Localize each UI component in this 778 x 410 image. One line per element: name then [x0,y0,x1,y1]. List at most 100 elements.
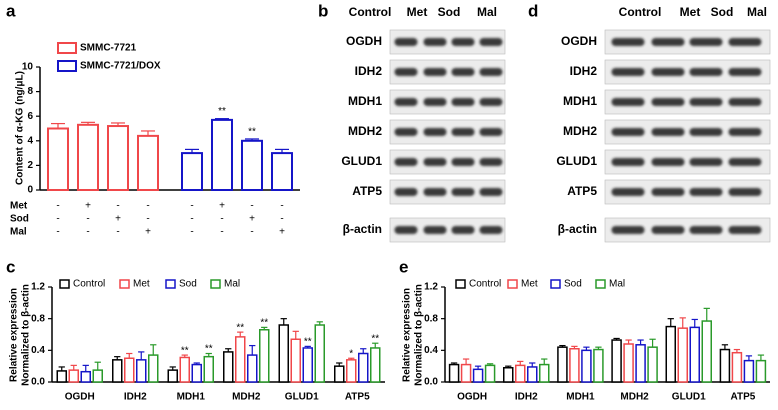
error-bar [150,344,157,356]
legend-label: Control [469,279,501,290]
blot-band [611,128,645,136]
treatment-sign: - [220,214,223,225]
x-tick-label: OGDH [65,392,95,403]
x-tick-label: OGDH [457,392,487,403]
significance: * [349,348,353,359]
x-tick-label: GLUD1 [285,392,319,403]
blot-band [689,226,723,234]
blot-band [423,128,447,136]
blot-band [689,158,723,166]
blot-band [479,68,503,76]
lane-label: Mal [477,5,497,19]
blot-band [728,128,762,136]
legend-label: Sod [179,279,197,290]
bar [181,152,203,192]
y-axis-label: Relative expression [9,288,20,382]
y-tick-label: 0.4 [31,345,45,356]
blot-band [651,226,685,234]
error-bar [237,331,244,337]
x-tick-label: MDH1 [177,392,206,403]
bar [314,324,325,383]
blot-band [651,98,685,106]
x-tick-label: IDH2 [515,392,538,403]
error-bar [138,351,145,360]
legend-swatch [595,279,606,289]
bar [677,327,688,383]
protein-label: IDH2 [570,64,598,78]
y-tick-label: 1.2 [31,282,45,293]
error-bar [304,345,311,348]
blot-band [611,226,645,234]
y-axis-label: Normalized to β-actin [414,284,425,386]
y-axis-label: Content of α-KG (ng/μL) [15,71,26,185]
error-bar [529,362,536,367]
treatment-name: Met [10,201,28,212]
treatment-sign: - [56,201,59,212]
panel-letter: e [399,257,408,276]
lane-label: Met [680,5,701,19]
bar [647,346,658,383]
error-bar [70,364,77,371]
y-tick-label: 2 [27,160,33,171]
blot-band [728,158,762,166]
treatment-sign: + [279,227,285,238]
error-bar [81,121,95,125]
error-bar [193,362,200,365]
legend-label: Sod [564,279,582,290]
bar [191,363,202,383]
x-tick-label: IDH2 [124,392,147,403]
blot-band [451,38,475,46]
treatment-name: Mal [10,227,27,238]
legend-swatch [507,279,518,289]
significance: ** [205,344,213,355]
bar [731,351,743,383]
blot-band [651,38,685,46]
legend-swatch [59,279,70,289]
error-bar [94,361,101,371]
treatment-sign: - [250,227,253,238]
blot-band [651,188,685,196]
treatment-sign: + [115,214,121,225]
error-bar [691,318,698,328]
protein-label: IDH2 [355,64,383,78]
y-tick-label: 0.4 [424,345,438,356]
bar [611,339,622,383]
y-tick-label: 10 [22,62,34,73]
blot-band [394,226,418,234]
protein-label: MDH1 [348,94,382,108]
error-bar [141,130,155,136]
error-bar [613,337,620,341]
bar [290,338,301,383]
legend-label: Met [133,279,150,290]
treatment-sign: - [250,201,253,212]
treatment-sign: + [85,201,91,212]
error-bar [757,354,765,361]
error-bar [181,354,188,358]
error-bar [583,346,590,351]
blot-band [728,98,762,106]
error-bar [249,344,256,356]
treatment-sign: - [220,227,223,238]
blot-band [479,98,503,106]
treatment-sign: + [219,201,225,212]
protein-label: OGDH [346,34,382,48]
bar [623,343,634,383]
blot-band [479,188,503,196]
bar [472,368,484,383]
error-bar [721,344,729,350]
bar [107,125,129,191]
error-bar [225,348,232,352]
bar [247,354,258,383]
significance: ** [236,322,244,333]
error-bar [280,318,287,325]
significance: ** [260,318,268,329]
bar [124,357,135,383]
error-bar [169,366,176,371]
blot-band [451,128,475,136]
treatment-sign: - [86,214,89,225]
legend-label: Mal [224,279,240,290]
protein-label: β-actin [343,222,382,236]
bar [581,349,592,383]
blot-band [479,158,503,166]
significance: ** [181,345,189,356]
